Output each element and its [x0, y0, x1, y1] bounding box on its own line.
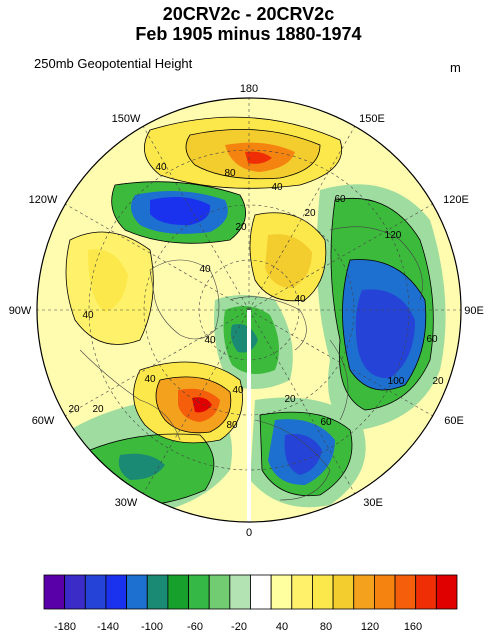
low-core-s [284, 434, 322, 475]
colorbar [43, 574, 458, 610]
contour-label: 20 [284, 394, 296, 405]
contour-label: 60 [320, 417, 332, 428]
contour-labels: 40 80 40 20 60 20 120 40 40 40 40 20 100… [68, 162, 444, 431]
colorbar-box [394, 574, 417, 610]
contour-label: 80 [224, 168, 236, 179]
contour-label: 20 [68, 404, 80, 415]
colorbar-box [312, 574, 334, 610]
lon-label: 0 [246, 527, 252, 539]
colorbar-box [64, 574, 86, 610]
colorbar-box [332, 574, 355, 610]
contour-label: 40 [144, 374, 156, 385]
colorbar-box [126, 574, 148, 610]
title-line-2: Feb 1905 minus 1880-1974 [135, 24, 362, 44]
contour-label: 40 [199, 264, 211, 275]
lon-label: 150E [359, 113, 385, 125]
contour-label: 40 [271, 182, 283, 193]
contour-label: 40 [232, 385, 244, 396]
colorbar-box [435, 574, 458, 610]
contour-label: 60 [334, 194, 346, 205]
colorbar-box [291, 574, 313, 610]
lon-label: 60W [32, 415, 55, 427]
colorbar-box [188, 574, 210, 610]
low-core-e [355, 289, 415, 379]
colorbar-tick-label: -20 [231, 621, 247, 633]
colorbar-tick-label: -180 [54, 621, 76, 633]
colorbar-box [146, 574, 169, 610]
colorbar-tick-label: -100 [141, 621, 163, 633]
lon-label: 30E [363, 497, 383, 509]
colorbar-tick-label: 40 [276, 621, 288, 633]
lon-label: 90E [464, 305, 484, 317]
contour-label: 20 [92, 404, 104, 415]
colorbar-box [43, 574, 66, 610]
lon-label: 150W [112, 113, 141, 125]
colorbar-tick-label: 80 [320, 621, 332, 633]
low-teal-center [230, 324, 258, 353]
lon-label: 120W [29, 194, 58, 206]
coastlines [79, 226, 423, 501]
colorbar-tick-label: 160 [404, 621, 422, 633]
colorbar-box [208, 574, 231, 610]
colorbar-box [229, 574, 251, 610]
contour-label: 100 [388, 376, 405, 387]
colorbar-tick-label: 120 [361, 621, 379, 633]
contour-label: 120 [385, 230, 402, 241]
lon-label: 30W [115, 497, 138, 509]
contour-label: 80 [226, 420, 238, 431]
contour-label: 40 [204, 335, 216, 346]
title-line-1: 20CRV2c - 20CRV2c [162, 4, 335, 24]
contour-label: 20 [235, 222, 247, 233]
lon-label: 180 [240, 83, 258, 95]
colorbar-box [84, 574, 107, 610]
high-red-n [245, 151, 272, 164]
colorbar-ticks: -180 -140 -100 -60 -20 40 80 120 160 [54, 621, 422, 633]
subtitle: 250mb Geopotential Height [34, 56, 193, 71]
lon-label: 90W [9, 305, 32, 317]
contour-label: 40 [155, 162, 167, 173]
longitude-labels: 180 150E 120E 90E 60E 30E 0 30W 60W 90W … [9, 83, 484, 539]
high-red-sw [192, 397, 212, 413]
high-gold-w [88, 249, 128, 312]
contour-lines [65, 116, 434, 507]
contour-label: 40 [294, 294, 306, 305]
units-label: m [450, 60, 461, 75]
map-fields [37, 98, 461, 522]
colorbar-tick-label: -140 [97, 621, 119, 633]
contour-label: 20 [432, 376, 444, 387]
high-gold-ne [265, 234, 312, 288]
contour-label: 40 [82, 310, 94, 321]
contour-label: 20 [304, 208, 316, 219]
colorbar-box [167, 574, 189, 610]
lon-label: 120E [443, 194, 469, 206]
colorbar-tick-label: -60 [187, 621, 203, 633]
colorbar-box [373, 574, 396, 610]
colorbar-box [415, 574, 437, 610]
lon-label: 60E [444, 415, 464, 427]
contour-label: 60 [426, 334, 438, 345]
low-teal-sw [118, 453, 165, 480]
colorbar-box [250, 574, 272, 610]
map-border [36, 97, 462, 523]
colorbar-box [105, 574, 127, 610]
colorbar-box [353, 574, 375, 610]
colorbar-box [270, 574, 293, 610]
low-core-n [150, 196, 211, 226]
